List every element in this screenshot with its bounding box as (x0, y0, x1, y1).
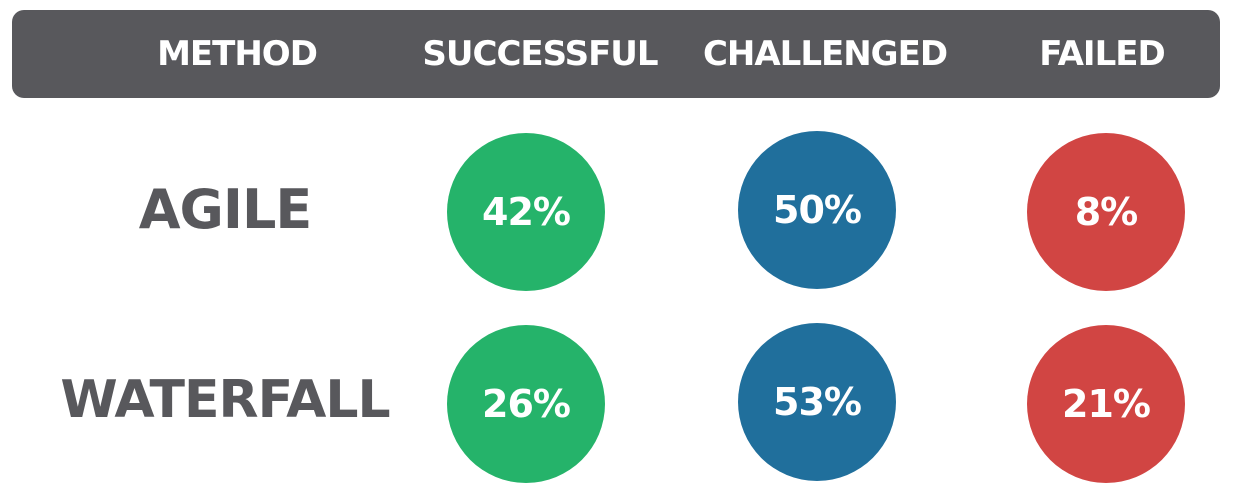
agile-failed-circle: 8% (1027, 133, 1185, 291)
waterfall-successful-circle: 26% (447, 325, 605, 483)
column-header-failed: FAILED (1039, 34, 1165, 74)
column-header-challenged: CHALLENGED (702, 34, 948, 74)
row-label-agile: AGILE (138, 178, 313, 241)
waterfall-failed-circle: 21% (1027, 325, 1185, 483)
table-header: METHOD SUCCESSFUL CHALLENGED FAILED (12, 10, 1220, 98)
agile-challenged-circle: 50% (738, 131, 896, 289)
row-label-waterfall: WATERFALL (60, 370, 390, 430)
waterfall-challenged-circle: 53% (738, 323, 896, 481)
column-header-successful: SUCCESSFUL (422, 34, 658, 74)
column-header-method: METHOD (157, 34, 318, 74)
agile-successful-circle: 42% (447, 133, 605, 291)
